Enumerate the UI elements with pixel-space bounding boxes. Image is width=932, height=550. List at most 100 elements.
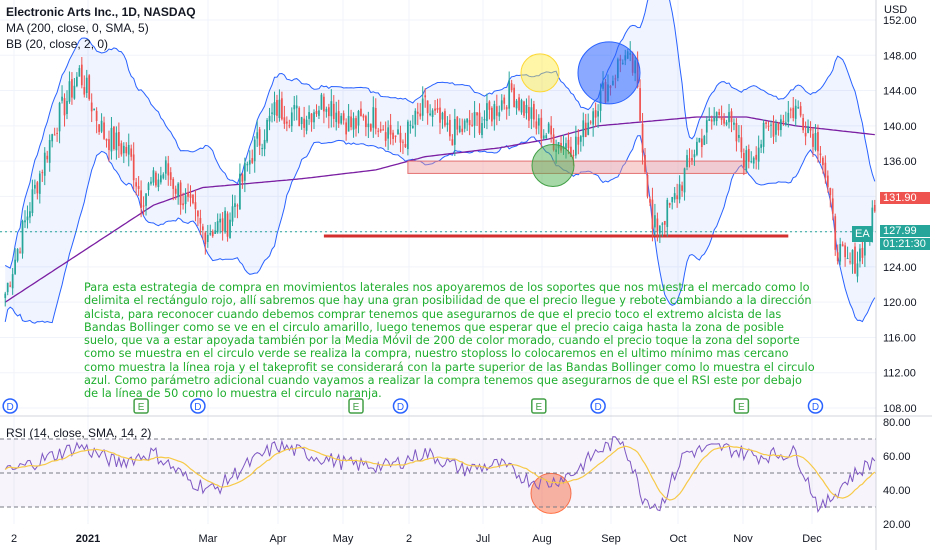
candle (518, 93, 520, 112)
candle (179, 180, 182, 215)
candle (122, 142, 125, 164)
candle (681, 181, 683, 197)
candle (483, 110, 486, 129)
candle (491, 106, 493, 127)
rsi-legend: RSI (14, close, SMA, 14, 2) (6, 426, 152, 440)
candle (243, 157, 246, 193)
candle (80, 56, 83, 89)
candle (530, 98, 533, 130)
bollinger-upper (4, 0, 876, 269)
ma-legend: MA (200, close, 0, SMA, 5) (6, 21, 149, 35)
yellow-circle (520, 53, 560, 93)
last-price-badge: 127.99 (880, 225, 930, 237)
candle (426, 100, 429, 125)
candle (167, 155, 170, 186)
candle (239, 163, 241, 210)
candle (397, 121, 399, 135)
candle (449, 114, 451, 141)
candle (352, 112, 355, 138)
candle (567, 132, 570, 155)
candle (436, 98, 439, 113)
event-label: E (535, 402, 542, 413)
candle (533, 100, 535, 128)
candle (656, 212, 659, 242)
candle (258, 126, 261, 156)
rsi-line (4, 436, 876, 513)
dividend-event: D (2, 398, 18, 414)
candle (174, 185, 177, 200)
candle (394, 135, 397, 143)
countdown-badge: 01:21:30 (880, 238, 930, 250)
candle (43, 147, 46, 186)
candle (644, 148, 646, 175)
candle (441, 111, 444, 129)
candle (66, 90, 68, 120)
candle (211, 229, 214, 238)
candle (733, 118, 735, 131)
candle (132, 142, 135, 190)
time-tick: Nov (733, 533, 753, 545)
candle (53, 127, 56, 136)
candle (61, 85, 63, 104)
candle (21, 219, 24, 259)
candle (172, 177, 175, 201)
candle (369, 123, 372, 132)
time-tick: Apr (269, 533, 286, 545)
candle (327, 103, 330, 129)
bollinger-lower (4, 135, 876, 324)
candle (194, 190, 197, 222)
candle (750, 151, 753, 164)
price-tick: 144.00 (883, 86, 917, 98)
candle (355, 115, 357, 137)
candle (577, 129, 580, 155)
time-tick: Sep (601, 533, 621, 545)
candle (95, 107, 98, 134)
candle (431, 108, 434, 127)
candle (550, 116, 553, 143)
candle (807, 119, 809, 134)
candle (523, 100, 525, 119)
candle (510, 79, 513, 93)
candle (703, 134, 706, 146)
rsi-tick: 40.00 (883, 485, 911, 497)
candle (253, 136, 256, 173)
candle (730, 108, 733, 133)
candle (473, 101, 476, 138)
candle (216, 213, 219, 234)
candle (68, 71, 71, 104)
candle (241, 172, 244, 189)
candle (313, 109, 315, 130)
candle (189, 185, 192, 207)
candle (429, 104, 431, 117)
bb-legend: BB (20, close, 2, 0) (6, 37, 109, 51)
candle (323, 93, 325, 124)
candle (399, 125, 402, 153)
candle (757, 135, 760, 170)
candle (528, 95, 530, 129)
candle (784, 111, 787, 127)
candlestick-series (4, 41, 876, 307)
candle (224, 207, 226, 234)
support-rectangle (407, 160, 747, 174)
candle (495, 94, 498, 126)
candle (841, 241, 844, 247)
price-tick: 120.00 (883, 297, 917, 309)
candle (424, 88, 427, 108)
candle (775, 119, 777, 143)
candle (414, 108, 417, 137)
candle (705, 116, 708, 145)
candle (584, 113, 587, 138)
candle (597, 104, 599, 128)
candle (248, 150, 251, 174)
candle (513, 84, 515, 108)
candle (419, 103, 422, 120)
candle (93, 108, 96, 111)
candle (330, 89, 333, 128)
candle (688, 148, 691, 168)
candle (710, 115, 713, 130)
candle (505, 105, 508, 120)
candle (285, 116, 288, 132)
candle (377, 127, 380, 138)
